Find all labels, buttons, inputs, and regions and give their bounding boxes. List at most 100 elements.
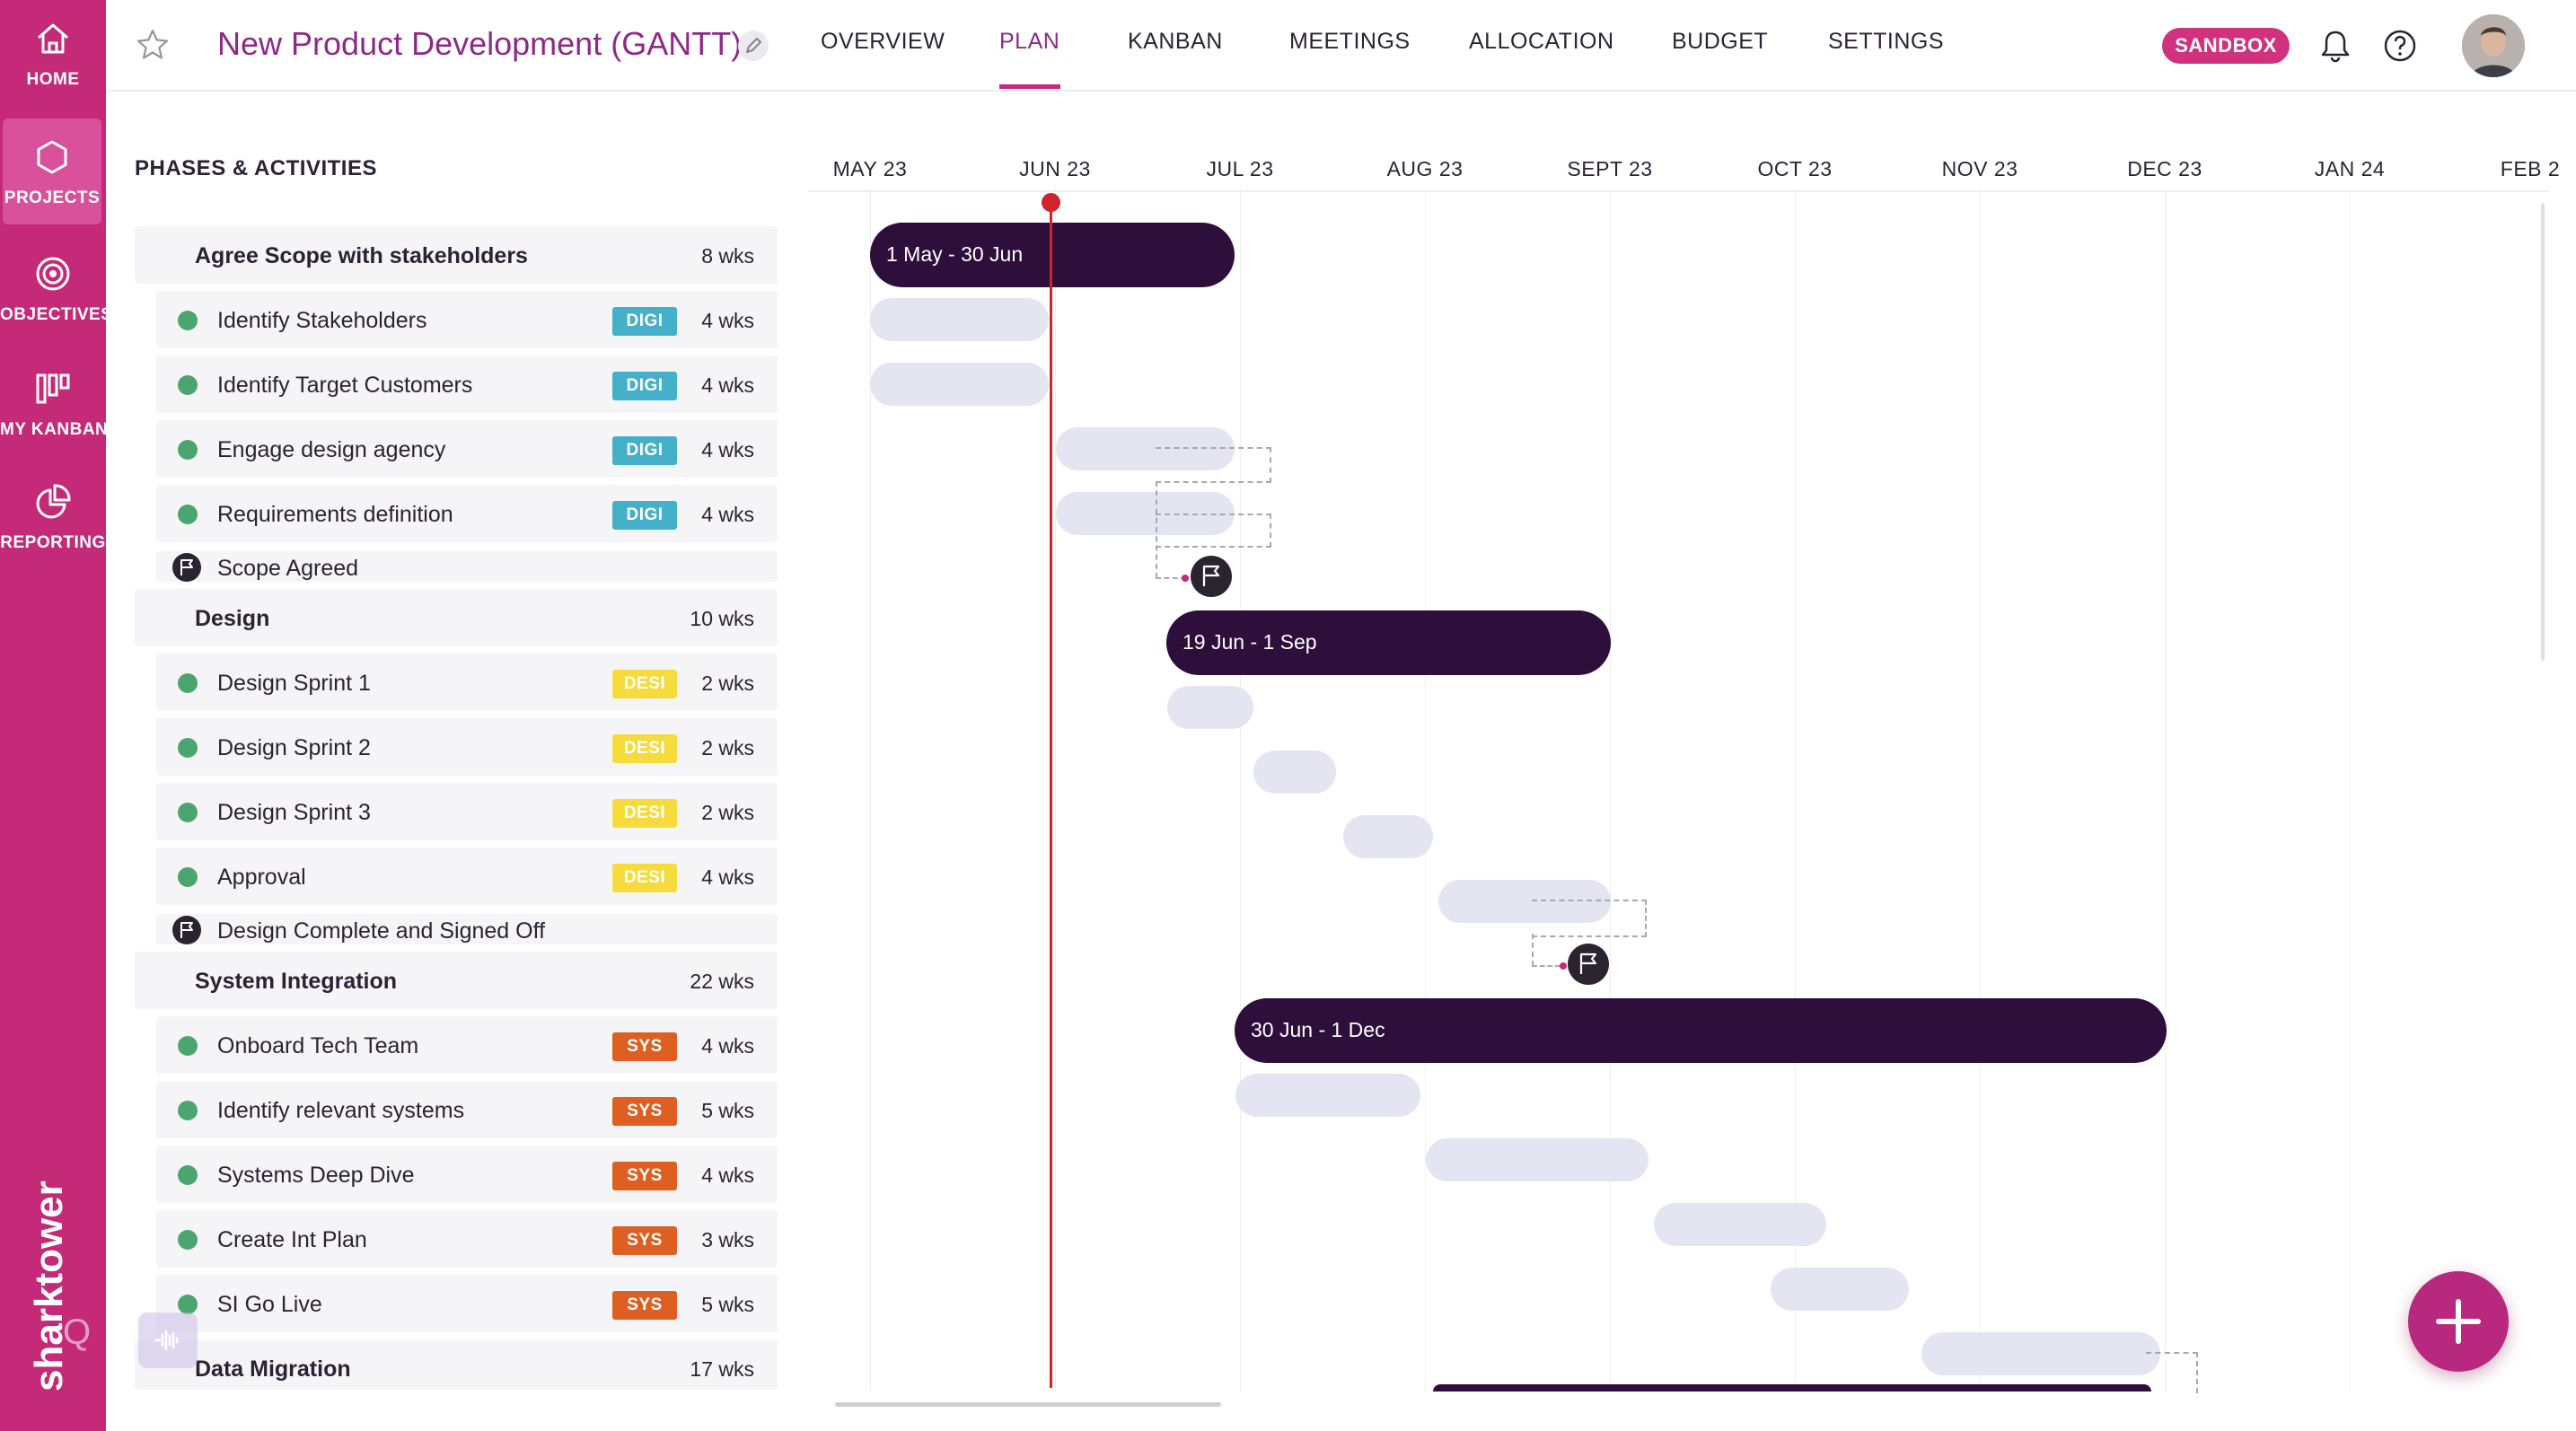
activity-row[interactable]: Identify Target Customers DIGI 4 wks — [156, 356, 778, 413]
sidebar-item-projects[interactable]: PROJECTS — [3, 119, 101, 224]
tag-badge: SYS — [612, 1226, 677, 1255]
tag-badge: SYS — [612, 1291, 677, 1320]
activity-bar[interactable] — [1426, 1138, 1648, 1181]
activity-name: Onboard Tech Team — [217, 1033, 419, 1058]
activity-row[interactable]: Onboard Tech Team SYS 4 wks — [156, 1016, 778, 1074]
tab-settings[interactable]: SETTINGS — [1828, 29, 1945, 54]
status-dot — [178, 375, 198, 395]
plus-icon — [2436, 1299, 2481, 1344]
tab-budget[interactable]: BUDGET — [1672, 29, 1769, 54]
activity-row[interactable]: Design Sprint 1 DESI 2 wks — [156, 654, 778, 711]
tag-badge: DIGI — [612, 307, 677, 336]
sidebar-item-home[interactable]: HOME — [0, 0, 106, 106]
activity-row[interactable]: Design Sprint 2 DESI 2 wks — [156, 718, 778, 776]
phase-bar-partial[interactable] — [1433, 1384, 2151, 1391]
waveform-icon — [154, 1330, 179, 1351]
activity-row[interactable]: Identify Stakeholders DIGI 4 wks — [156, 291, 778, 348]
activity-bar[interactable] — [1771, 1268, 1909, 1311]
phase-row[interactable]: Design 10 wks — [135, 589, 778, 646]
activity-name: Systems Deep Dive — [217, 1163, 415, 1188]
phase-bar[interactable]: 1 May - 30 Jun — [870, 223, 1235, 287]
activity-duration: 4 wks — [701, 1163, 754, 1187]
activity-name: Identify Stakeholders — [217, 308, 427, 333]
activity-row[interactable]: Engage design agency DIGI 4 wks — [156, 420, 778, 478]
phase-row[interactable]: Data Migration 17 wks — [135, 1339, 778, 1390]
activity-bar[interactable] — [1253, 751, 1336, 794]
month-label: DEC 23 — [2127, 157, 2202, 180]
activity-duration: 4 wks — [701, 1034, 754, 1058]
tag-badge: DIGI — [612, 436, 677, 465]
month-label: FEB 2 — [2500, 157, 2561, 180]
sidebar-item-my-kanban[interactable]: MY KANBAN — [0, 350, 108, 456]
activity-duration: 2 wks — [701, 801, 754, 824]
sidebar-item-objectives[interactable]: OBJECTIVES — [0, 235, 112, 341]
avatar-portrait-icon — [2462, 14, 2525, 77]
phase-bar[interactable]: 19 Jun - 1 Sep — [1166, 610, 1611, 675]
activity-duration: 2 wks — [701, 736, 754, 759]
help-icon[interactable] — [2381, 27, 2419, 65]
sidebar-item-reporting[interactable]: REPORTING — [0, 463, 106, 569]
voice-widget[interactable] — [138, 1312, 198, 1368]
activity-row[interactable]: Approval DESI 4 wks — [156, 847, 778, 905]
activity-row[interactable]: SI Go Live SYS 5 wks — [156, 1275, 778, 1332]
tab-kanban[interactable]: KANBAN — [1128, 29, 1223, 54]
activity-bar[interactable] — [870, 363, 1049, 406]
milestone-marker[interactable] — [1191, 556, 1232, 597]
horizontal-scrollbar[interactable] — [835, 1402, 1221, 1407]
phase-bar-label: 19 Jun - 1 Sep — [1182, 630, 1317, 654]
activity-duration: 4 wks — [701, 503, 754, 526]
add-button[interactable] — [2408, 1271, 2509, 1372]
activity-bar[interactable] — [1654, 1203, 1826, 1246]
status-dot — [178, 738, 198, 758]
activity-bar[interactable] — [1056, 427, 1235, 470]
tab-overview[interactable]: OVERVIEW — [821, 29, 945, 54]
sandbox-badge[interactable]: SANDBOX — [2162, 28, 2290, 64]
sidebar-item-label: HOME — [26, 70, 80, 89]
activity-row[interactable]: Create Int Plan SYS 3 wks — [156, 1210, 778, 1268]
favorite-star-icon[interactable] — [135, 27, 171, 63]
activity-bar[interactable] — [1343, 815, 1433, 858]
activity-duration: 4 wks — [701, 309, 754, 332]
edit-title-button[interactable] — [738, 31, 769, 61]
activity-bar[interactable] — [1167, 686, 1253, 729]
milestone-connector-dot — [1182, 575, 1189, 582]
activity-duration: 4 wks — [701, 438, 754, 461]
activity-bar[interactable] — [870, 298, 1049, 341]
activity-bar[interactable] — [1235, 1074, 1420, 1117]
grid-line — [1610, 189, 1611, 1391]
activity-bar[interactable] — [1921, 1332, 2160, 1375]
phase-bar[interactable]: 30 Jun - 1 Dec — [1235, 998, 2167, 1063]
phase-name: Agree Scope with stakeholders — [195, 243, 528, 268]
tab-meetings[interactable]: MEETINGS — [1289, 29, 1411, 54]
tag-badge: DESI — [612, 864, 677, 892]
dependency-connector — [1532, 965, 1561, 968]
dependency-connector — [1156, 577, 1186, 580]
grid-line — [870, 189, 871, 1391]
status-dot — [178, 1295, 198, 1314]
month-label: MAY 23 — [832, 157, 908, 180]
activity-row[interactable]: Systems Deep Dive SYS 4 wks — [156, 1146, 778, 1203]
activity-row[interactable]: Requirements definition DIGI 4 wks — [156, 485, 778, 542]
activity-row[interactable]: Design Sprint 3 DESI 2 wks — [156, 783, 778, 840]
today-marker — [1042, 193, 1060, 212]
tag-badge: DESI — [612, 670, 677, 698]
activity-row[interactable]: Identify relevant systems SYS 5 wks — [156, 1081, 778, 1138]
status-dot — [178, 440, 198, 460]
phases-activities-heading: PHASES & ACTIVITIES — [135, 156, 377, 180]
activity-name: Design Sprint 1 — [217, 671, 371, 696]
tab-allocation[interactable]: ALLOCATION — [1469, 29, 1614, 54]
milestone-row[interactable]: Design Complete and Signed Off — [156, 914, 778, 944]
tag-badge: SYS — [612, 1032, 677, 1061]
phase-row[interactable]: Agree Scope with stakeholders 8 wks — [135, 226, 778, 284]
user-avatar[interactable] — [2462, 14, 2525, 77]
activity-bar[interactable] — [1438, 880, 1611, 923]
vertical-scrollbar[interactable] — [2541, 203, 2545, 661]
bell-icon[interactable] — [2317, 27, 2354, 65]
tag-badge: SYS — [612, 1162, 677, 1190]
phase-row[interactable]: System Integration 22 wks — [135, 952, 778, 1009]
dependency-connector — [1156, 514, 1271, 548]
milestone-row[interactable]: Scope Agreed — [156, 551, 778, 582]
tab-plan[interactable]: PLAN — [999, 29, 1060, 54]
milestone-marker[interactable] — [1568, 944, 1609, 985]
pie-chart-icon — [36, 484, 71, 519]
